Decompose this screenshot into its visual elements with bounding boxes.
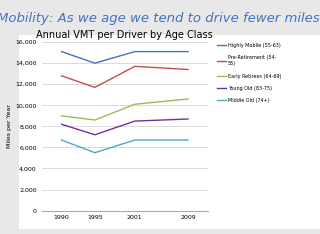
Title: Annual VMT per Driver by Age Class: Annual VMT per Driver by Age Class [36, 30, 213, 40]
Y-axis label: Miles per Year: Miles per Year [7, 104, 12, 148]
Text: Mobility: As we age we tend to drive fewer miles.: Mobility: As we age we tend to drive few… [0, 12, 320, 25]
Legend: Highly Mobile (55-63), Pre-Retirement (54-
55), Early Retirees (64-69), Young Ol: Highly Mobile (55-63), Pre-Retirement (5… [215, 41, 284, 105]
